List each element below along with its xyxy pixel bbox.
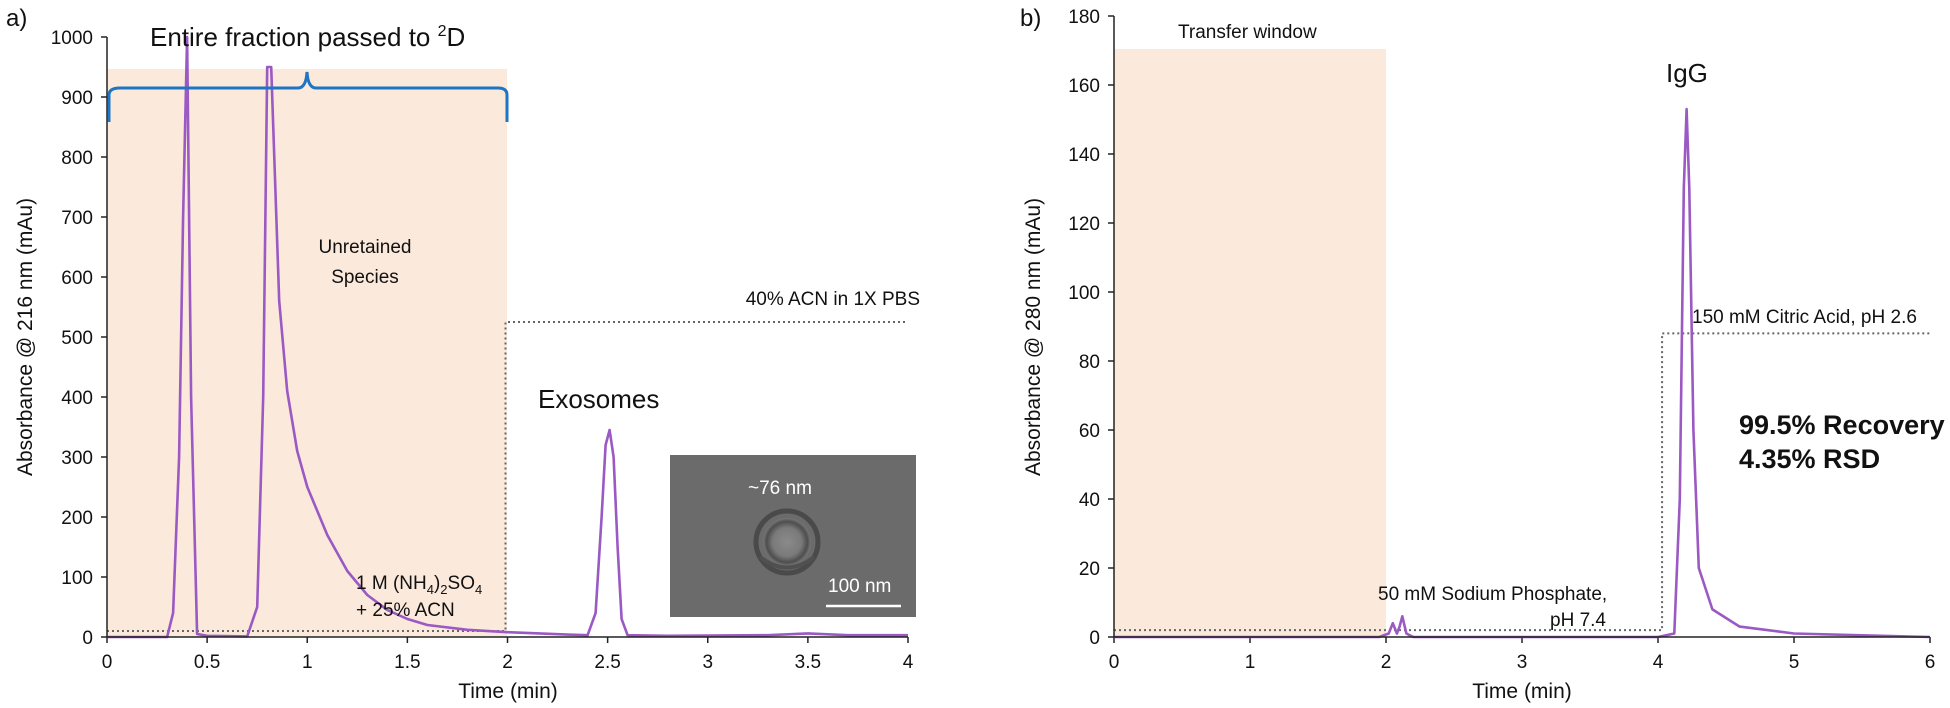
y-axis-label-a: Absorbance @ 216 nm (mAu) xyxy=(14,198,37,476)
x-tick-label-b: 3 xyxy=(1517,652,1528,673)
y-tick-label-b: 80 xyxy=(1079,352,1100,373)
x-tick-label-a: 0.5 xyxy=(194,652,220,673)
chromatogram-trace-b xyxy=(1114,107,1931,639)
y-tick-label-b: 20 xyxy=(1079,559,1100,580)
vesicle xyxy=(753,508,821,576)
rsd-label: 4.35% RSD xyxy=(1739,444,1880,474)
x-tick-label-a: 2.5 xyxy=(594,652,620,673)
x-tick-label-a: 4 xyxy=(903,652,914,673)
x-tick-label-b: 0 xyxy=(1109,652,1120,673)
igg-label: IgG xyxy=(1666,58,1708,88)
panel-label-a: a) xyxy=(6,5,27,32)
chart-a: ~76 nm 100 nm 0 0.5 1 1.5 2 2.5 3 3.5 4 0 100 200 30… xyxy=(6,5,920,703)
x-axis-label-a: Time (min) xyxy=(458,680,558,703)
gradient-step-b xyxy=(1114,332,1930,632)
x-tick-label-b: 5 xyxy=(1789,652,1800,673)
recovery-label: 99.5% Recovery xyxy=(1739,410,1945,440)
x-tick-label-a: 1 xyxy=(302,652,313,673)
inset-scale-label: 100 nm xyxy=(828,576,891,597)
unretained-line1: Unretained xyxy=(319,237,412,258)
y-tick-label-a: 800 xyxy=(61,148,93,169)
y-tick-label-b: 180 xyxy=(1068,7,1100,28)
transfer-window-label: Transfer window xyxy=(1178,22,1317,43)
x-axis-label-b: Time (min) xyxy=(1472,680,1572,703)
y-tick-label-a: 700 xyxy=(61,208,93,229)
brace xyxy=(107,71,509,122)
gradient-label-b: 150 mM Citric Acid, pH 2.6 xyxy=(1692,307,1917,328)
chromatogram-trace-a xyxy=(107,35,908,639)
transfer-window-b xyxy=(1114,49,1386,637)
y-tick-label-a: 200 xyxy=(61,508,93,529)
y-tick-label-a: 0 xyxy=(82,628,93,649)
initial-buffer-a-line2: + 25% ACN xyxy=(356,600,455,621)
x-tick-label-a: 2 xyxy=(502,652,513,673)
y-tick-label-a: 300 xyxy=(61,448,93,469)
initial-buffer-a-line1: 1 M (NH4)2SO4 xyxy=(356,573,482,597)
y-tick-label-b: 100 xyxy=(1068,283,1100,304)
y-tick-label-b: 40 xyxy=(1079,490,1100,511)
x-tick-label-a: 3 xyxy=(702,652,713,673)
brace-label: Entire fraction passed to 2D xyxy=(150,22,465,52)
y-axis-label-b: Absorbance @ 280 nm (mAu) xyxy=(1022,198,1045,476)
y-tick-label-b: 120 xyxy=(1068,214,1100,235)
x-tick-label-b: 4 xyxy=(1653,652,1664,673)
y-tick-label-a: 500 xyxy=(61,328,93,349)
x-tick-label-a: 0 xyxy=(102,652,113,673)
x-tick-label-a: 1.5 xyxy=(394,652,420,673)
y-tick-label-b: 160 xyxy=(1068,76,1100,97)
x-tick-label-b: 6 xyxy=(1925,652,1936,673)
inset-size-label: ~76 nm xyxy=(748,478,812,499)
y-tick-label-a: 1000 xyxy=(51,28,93,49)
x-tick-label-b: 2 xyxy=(1381,652,1392,673)
exosomes-label: Exosomes xyxy=(538,384,659,414)
y-tick-label-a: 900 xyxy=(61,88,93,109)
initial-buffer-b-line1: 50 mM Sodium Phosphate, xyxy=(1378,584,1607,605)
y-tick-label-a: 400 xyxy=(61,388,93,409)
y-tick-label-a: 600 xyxy=(61,268,93,289)
initial-buffer-b-line2: pH 7.4 xyxy=(1550,610,1606,631)
y-tick-label-b: 140 xyxy=(1068,145,1100,166)
gradient-label-a: 40% ACN in 1X PBS xyxy=(746,289,920,310)
y-tick-label-b: 60 xyxy=(1079,421,1100,442)
panel-label-b: b) xyxy=(1020,5,1041,32)
inset-micrograph: ~76 nm 100 nm xyxy=(670,455,916,617)
unretained-line2: Species xyxy=(331,267,399,288)
x-tick-label-a: 3.5 xyxy=(795,652,821,673)
y-tick-label-a: 100 xyxy=(61,568,93,589)
x-tick-label-b: 1 xyxy=(1245,652,1256,673)
y-tick-label-b: 0 xyxy=(1089,628,1100,649)
transfer-window-a xyxy=(107,69,507,637)
